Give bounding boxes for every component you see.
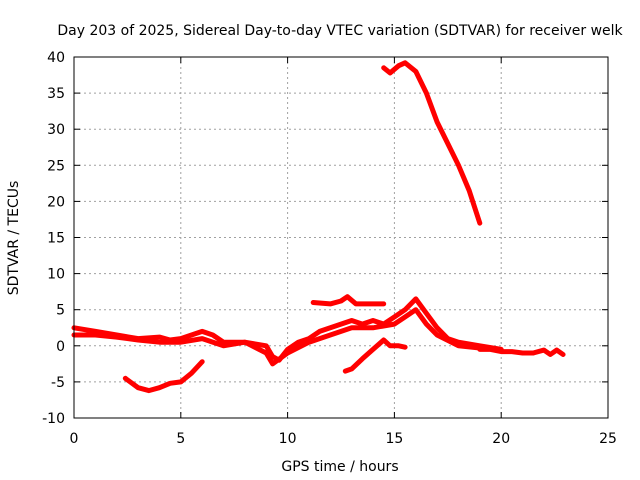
series-line-2 <box>71 296 504 363</box>
series-line-7 <box>477 346 536 356</box>
grid <box>74 57 608 418</box>
x-tick-label: 20 <box>492 431 510 447</box>
series-line-4 <box>310 294 387 307</box>
y-tick-label: 0 <box>56 339 65 355</box>
y-tick-label: 10 <box>47 267 65 283</box>
y-tick-label: 40 <box>47 50 65 66</box>
y-tick-label: -10 <box>42 411 65 427</box>
y-tick-label: 30 <box>47 122 65 138</box>
x-tick-label: 10 <box>279 431 297 447</box>
y-tick-label: 5 <box>56 303 65 319</box>
y-axis-label: SDTVAR / TECUs <box>6 181 22 296</box>
series-line-5 <box>122 359 205 394</box>
series-line-6 <box>342 337 408 374</box>
y-tick-label: 15 <box>47 231 65 247</box>
y-tick-label: 25 <box>47 158 65 174</box>
chart-title: Day 203 of 2025, Sidereal Day-to-day VTE… <box>57 23 623 39</box>
y-tick-label: 20 <box>47 194 65 210</box>
data-series-group <box>71 60 566 394</box>
x-tick-label: 25 <box>599 431 617 447</box>
x-tick-label: 15 <box>385 431 403 447</box>
y-tick-label: -5 <box>51 375 65 391</box>
x-tick-label: 5 <box>176 431 185 447</box>
series-line-8 <box>530 347 566 357</box>
series-line-1 <box>381 60 483 226</box>
axis-ticks: 0 5 10 15 20 25 -10 -5 0 5 10 15 20 25 30 35 40 <box>42 50 617 447</box>
series-line-3 <box>71 307 483 367</box>
x-axis-label: GPS time / hours <box>281 459 398 475</box>
x-tick-label: 0 <box>70 431 79 447</box>
y-tick-label: 35 <box>47 86 65 102</box>
